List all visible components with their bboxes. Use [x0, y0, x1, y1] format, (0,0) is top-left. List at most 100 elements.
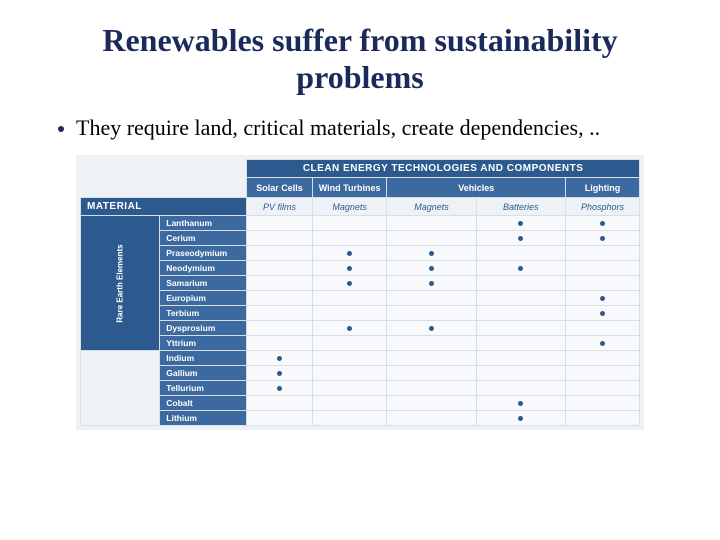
cell: [247, 216, 313, 231]
cell: [387, 306, 476, 321]
dot-icon: [347, 251, 352, 256]
col-subheader: Batteries: [476, 198, 565, 216]
group-label: Rare Earth Elements: [81, 216, 160, 351]
cell: [476, 381, 565, 396]
cell: [312, 306, 387, 321]
page-title: Renewables suffer from sustainability pr…: [0, 22, 720, 96]
table-row: Cerium: [81, 231, 640, 246]
dot-icon: [600, 236, 605, 241]
cell: [387, 276, 476, 291]
cell: [387, 381, 476, 396]
table-row: Praseodymium: [81, 246, 640, 261]
cell: [476, 216, 565, 231]
dot-icon: [600, 341, 605, 346]
cell: [476, 396, 565, 411]
cell: [312, 366, 387, 381]
cell: [565, 381, 639, 396]
dot-icon: [429, 266, 434, 271]
cell: [312, 411, 387, 426]
cell: [247, 366, 313, 381]
row-label: Cobalt: [160, 396, 247, 411]
row-label: Lithium: [160, 411, 247, 426]
dot-icon: [518, 236, 523, 241]
cell: [476, 291, 565, 306]
cell: [247, 276, 313, 291]
cell: [312, 291, 387, 306]
dot-icon: [347, 326, 352, 331]
row-label: Dysprosium: [160, 321, 247, 336]
cell: [247, 336, 313, 351]
table-row: Yttrium: [81, 336, 640, 351]
cell: [387, 396, 476, 411]
cell: [312, 246, 387, 261]
dot-icon: [429, 326, 434, 331]
bullet-list: They require land, critical materials, c…: [58, 114, 720, 142]
dot-icon: [518, 221, 523, 226]
table-header-top: CLEAN ENERGY TECHNOLOGIES AND COMPONENTS: [247, 160, 640, 178]
dot-icon: [600, 311, 605, 316]
cell: [247, 396, 313, 411]
row-label: Indium: [160, 351, 247, 366]
col-header: Solar Cells: [247, 178, 313, 198]
cell: [476, 231, 565, 246]
cell: [476, 336, 565, 351]
cell: [387, 336, 476, 351]
cell: [387, 216, 476, 231]
corner-blank: [81, 178, 247, 198]
dot-icon: [518, 416, 523, 421]
cell: [247, 351, 313, 366]
cell: [387, 366, 476, 381]
table-row: Cobalt: [81, 396, 640, 411]
dot-icon: [518, 266, 523, 271]
cell: [476, 321, 565, 336]
cell: [247, 321, 313, 336]
dot-icon: [600, 296, 605, 301]
bullet-item: They require land, critical materials, c…: [58, 114, 720, 142]
dot-icon: [429, 251, 434, 256]
cell: [247, 261, 313, 276]
cell: [565, 336, 639, 351]
col-header: Lighting: [565, 178, 639, 198]
dot-icon: [429, 281, 434, 286]
cell: [565, 411, 639, 426]
dot-icon: [518, 401, 523, 406]
cell: [247, 381, 313, 396]
cell: [387, 411, 476, 426]
row-label: Praseodymium: [160, 246, 247, 261]
cell: [387, 351, 476, 366]
dot-icon: [277, 356, 282, 361]
cell: [476, 411, 565, 426]
dot-icon: [347, 266, 352, 271]
row-label: Cerium: [160, 231, 247, 246]
table-row: Neodymium: [81, 261, 640, 276]
col-subheader: PV films: [247, 198, 313, 216]
dot-icon: [347, 281, 352, 286]
row-label: Europium: [160, 291, 247, 306]
cell: [565, 351, 639, 366]
materials-table-wrap: CLEAN ENERGY TECHNOLOGIES AND COMPONENTS…: [76, 155, 644, 430]
table-row: Indium: [81, 351, 640, 366]
dot-icon: [277, 371, 282, 376]
cell: [312, 336, 387, 351]
cell: [476, 366, 565, 381]
table-row: Terbium: [81, 306, 640, 321]
table-row: Samarium: [81, 276, 640, 291]
cell: [312, 261, 387, 276]
cell: [387, 261, 476, 276]
row-label: Gallium: [160, 366, 247, 381]
cell: [247, 411, 313, 426]
cell: [476, 246, 565, 261]
cell: [565, 246, 639, 261]
dot-icon: [600, 221, 605, 226]
cell: [565, 261, 639, 276]
table-row: Rare Earth ElementsLanthanum: [81, 216, 640, 231]
dot-icon: [277, 386, 282, 391]
cell: [387, 246, 476, 261]
cell: [476, 276, 565, 291]
bullet-dot-icon: [58, 126, 64, 132]
cell: [312, 321, 387, 336]
cell: [387, 291, 476, 306]
material-header: MATERIAL: [81, 198, 247, 216]
cell: [565, 321, 639, 336]
col-subheader: Magnets: [387, 198, 476, 216]
